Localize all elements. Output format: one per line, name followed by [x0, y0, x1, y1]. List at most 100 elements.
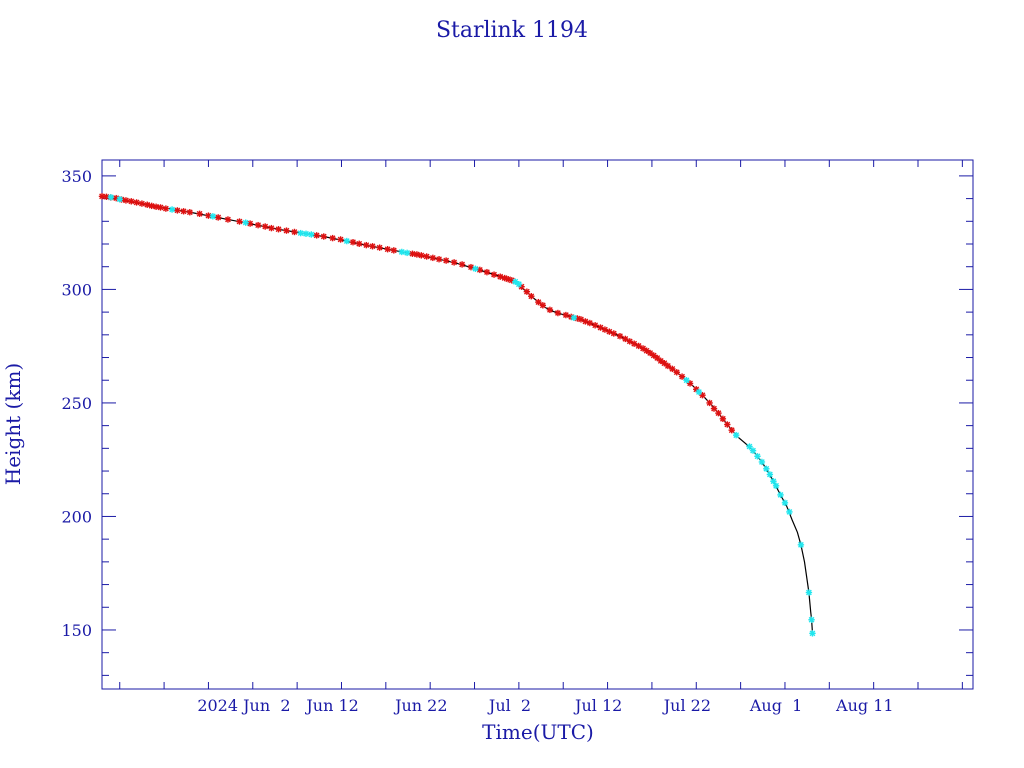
y-tick-labels: 150 200 250 300 350 [61, 167, 92, 640]
data-point [586, 319, 594, 327]
data-point [302, 230, 310, 237]
data-points [98, 193, 816, 637]
data-point [467, 263, 475, 271]
y-tick-label: 300 [61, 280, 92, 299]
y-axis-label: Height (km) [1, 363, 25, 485]
data-point [435, 256, 443, 263]
data-point [458, 261, 466, 268]
data-point [786, 508, 793, 516]
data-point [630, 340, 638, 347]
data-point [262, 223, 269, 230]
data-point [423, 253, 430, 260]
data-point [758, 458, 766, 466]
data-point [363, 241, 370, 249]
data-point [809, 630, 816, 637]
data-point [376, 244, 383, 251]
data-point [719, 415, 727, 423]
data-point [268, 224, 275, 232]
data-point [242, 219, 249, 226]
data-point [186, 209, 194, 216]
data-point [490, 271, 498, 278]
data-point [512, 278, 519, 285]
axis-ticks [102, 160, 973, 689]
data-point [418, 252, 425, 259]
data-point [442, 257, 450, 264]
data-point [539, 302, 547, 309]
data-point [174, 207, 181, 214]
data-point [157, 204, 164, 211]
data-point [749, 447, 757, 454]
data-point [616, 332, 624, 340]
data-point [116, 196, 123, 203]
data-point [384, 246, 391, 253]
x-tick-label: Aug 11 [835, 696, 894, 715]
data-point [610, 330, 617, 337]
x-tick-label: Jun 12 [304, 696, 358, 715]
data-point [766, 471, 774, 478]
data-point [554, 309, 562, 317]
data-point [369, 243, 376, 250]
data-point [122, 197, 130, 204]
x-axis-label: Time(UTC) [482, 720, 594, 744]
data-point [236, 218, 243, 225]
data-point [715, 409, 722, 417]
plot-frame [101, 159, 974, 690]
data-point [515, 280, 523, 288]
chart-title: Starlink 1194 [436, 18, 588, 43]
data-point [732, 431, 740, 439]
data-point [144, 201, 151, 208]
data-point [535, 298, 542, 306]
data-point [805, 589, 813, 596]
y-tick-label: 250 [61, 394, 92, 413]
x-tick-label: Aug 1 [749, 696, 802, 715]
data-point [196, 210, 203, 218]
x-tick-labels: 2024 Jun 2 Jun 12 Jun 22 Jul 2 Jul 12 Jul 22 A… [197, 696, 893, 715]
data-point [546, 306, 554, 314]
y-tick-label: 150 [61, 621, 92, 640]
data-point [724, 421, 731, 428]
data-point [349, 238, 357, 246]
data-point [591, 322, 599, 329]
data-point [695, 388, 703, 396]
data-point [710, 405, 718, 412]
data-point [313, 232, 320, 239]
y-tick-label: 200 [61, 507, 92, 526]
data-point [403, 249, 411, 257]
data-point [291, 228, 298, 236]
data-point [763, 465, 770, 472]
data-point [781, 499, 789, 507]
data-point [483, 268, 491, 276]
data-point [162, 205, 170, 212]
data-point [214, 214, 222, 221]
data-point [562, 311, 570, 319]
data-point [808, 616, 815, 623]
y-tick-label: 350 [61, 167, 92, 186]
data-point [98, 193, 106, 200]
data-point [669, 365, 676, 373]
data-point [673, 369, 680, 376]
data-point [283, 227, 290, 234]
x-tick-label: Jul 22 [662, 696, 711, 715]
data-point [772, 482, 780, 490]
data-point [528, 293, 535, 300]
data-point [683, 377, 690, 384]
data-point [138, 200, 146, 207]
data-point [770, 478, 777, 485]
data-point [664, 362, 672, 370]
data-point [133, 199, 140, 206]
data-point [797, 541, 805, 549]
data-point [646, 349, 654, 357]
x-tick-label: Jul 2 [487, 696, 531, 715]
data-point [168, 206, 176, 213]
data-point [308, 231, 315, 238]
x-tick-label: Jun 22 [393, 696, 447, 715]
data-point [254, 221, 262, 229]
x-tick-label: 2024 Jun 2 [197, 696, 290, 715]
data-point [398, 248, 405, 256]
data-point [523, 288, 531, 295]
data-point [320, 233, 327, 240]
data-point [429, 254, 437, 262]
data-point [570, 314, 578, 321]
data-point [476, 266, 484, 274]
